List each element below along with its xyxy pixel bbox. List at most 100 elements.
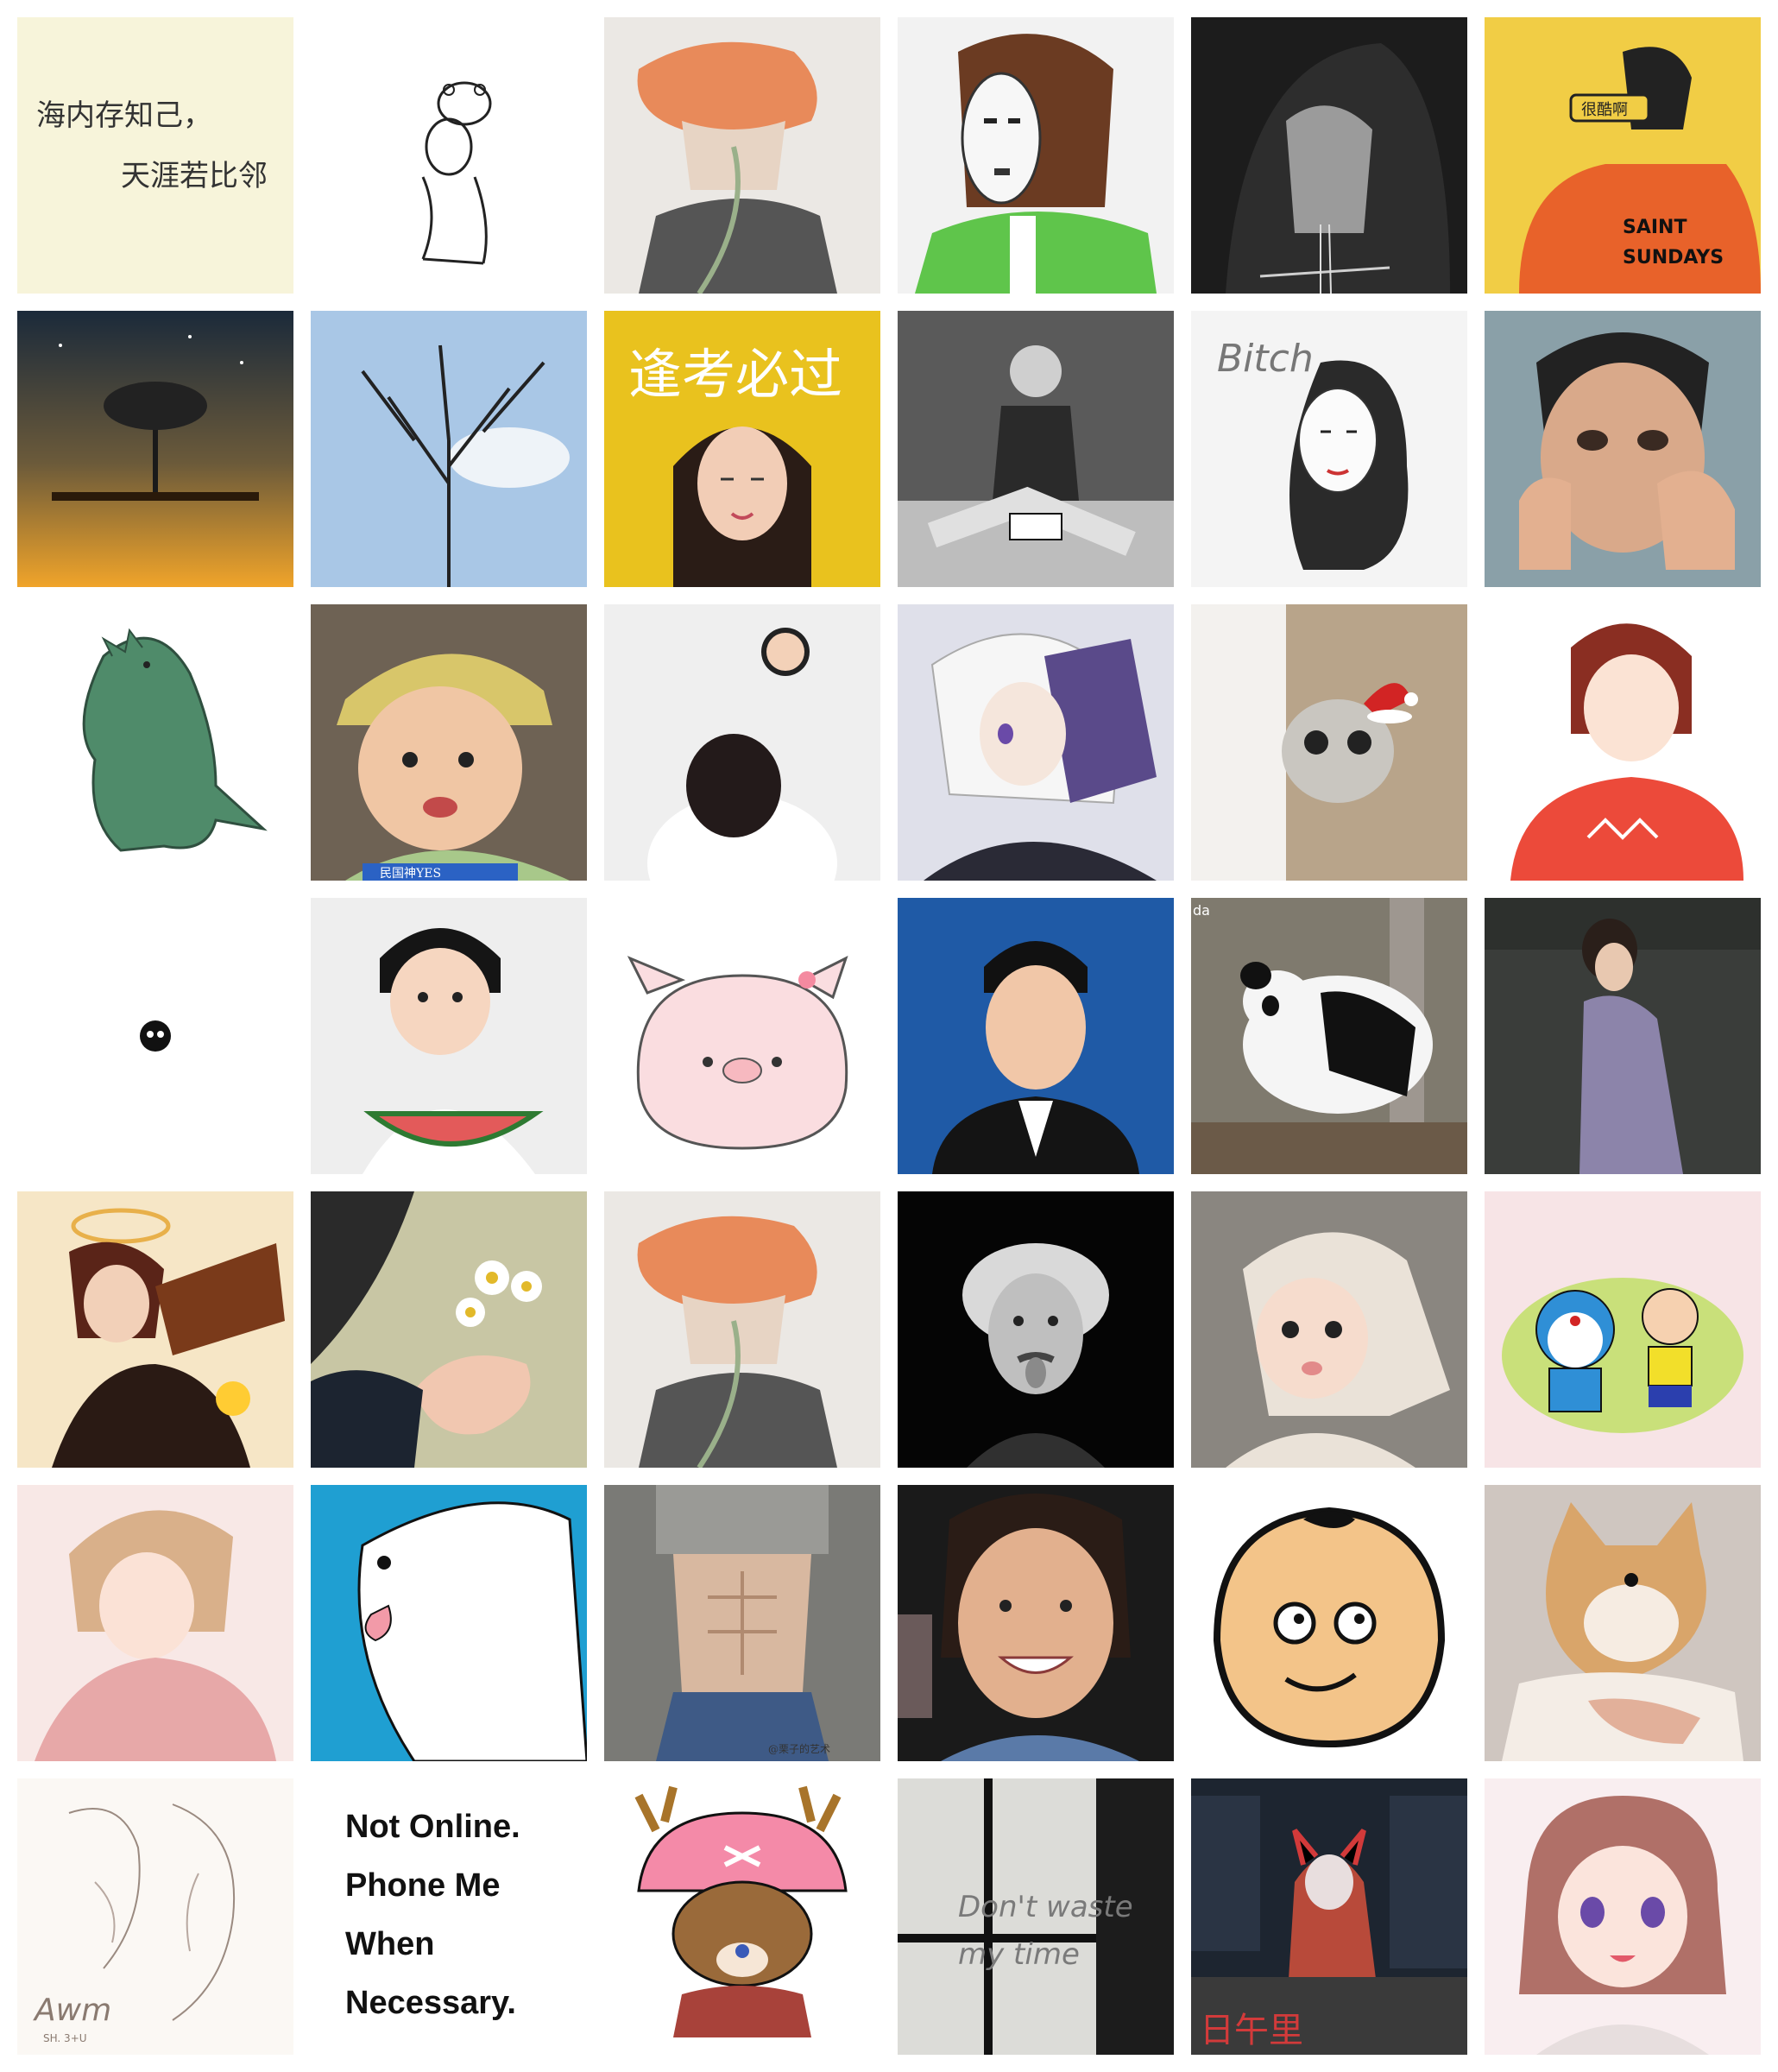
einstein-avatar[interactable] [898, 1191, 1174, 1468]
anime-pastel-boy-image [17, 1485, 293, 1761]
sitting-woman-bw-avatar[interactable] [898, 311, 1174, 587]
child-hands-face-avatar[interactable] [1485, 311, 1761, 587]
handwritten-poem-image: 海内存知己， 天涯若比邻 [17, 17, 293, 294]
not-online-text-image: Not Online. Phone Me When Necessary. [311, 1778, 587, 2055]
anime-pastel-boy-avatar[interactable] [17, 1485, 293, 1761]
anime-halo-fighter-avatar[interactable] [17, 1191, 293, 1468]
watermark-text: @栗子的艺术 [768, 1742, 830, 1755]
not-online-text-avatar[interactable]: Not Online. Phone Me When Necessary. [311, 1778, 587, 2055]
no-face-mask-girl-avatar[interactable] [898, 17, 1174, 294]
panda-cub-image: da [1191, 898, 1467, 1174]
baby-bunny-hat-image [1191, 1191, 1467, 1468]
night-street-image: 日午里 [1191, 1778, 1467, 2055]
window-text-line-2: my time [958, 1937, 1080, 1972]
soot-sprite-image [17, 898, 293, 1174]
shirt-line-2: SUNDAYS [1623, 247, 1724, 268]
man-chalkboard-image [1485, 898, 1761, 1174]
cat-santa-hat-image [1191, 604, 1467, 881]
poem-line-1: 海内存知己， [36, 98, 212, 133]
window-text-avatar[interactable]: Don't waste my time [898, 1778, 1174, 2055]
poem-line-2: 天涯若比邻 [121, 159, 268, 193]
baby-mirror-avatar[interactable] [604, 604, 880, 881]
doraemon-avatar[interactable] [1485, 1191, 1761, 1468]
exam-pass-girl-avatar[interactable]: 逢考必过 [604, 311, 880, 587]
signature-text: Awm [33, 1993, 111, 2028]
saint-sundays-boy-avatar[interactable]: 很酷啊 SAINT SUNDAYS [1485, 17, 1761, 294]
window-text-line-1: Don't waste [958, 1890, 1133, 1924]
polar-bear-tongue-avatar[interactable] [311, 1485, 587, 1761]
sketch-word: Bitch [1217, 337, 1314, 381]
line-drawing-image [311, 17, 587, 294]
panda-cub-avatar[interactable]: da [1191, 898, 1467, 1174]
anime-pink-girl-image [1485, 1778, 1761, 2055]
kid-yellow-cap-avatar[interactable]: 民国神YES [311, 604, 587, 881]
no-face-mask-image [898, 17, 1174, 294]
sitting-woman-image [898, 311, 1174, 587]
exam-banner-text: 逢考必过 [628, 343, 842, 406]
not-online-line-2: Phone Me [345, 1867, 500, 1904]
abs-torso-avatar[interactable]: @栗子的艺术 [604, 1485, 880, 1761]
shirt-line-1: SAINT [1623, 217, 1687, 238]
green-dinosaur-avatar[interactable] [17, 604, 293, 881]
starry-tree-image [17, 311, 293, 587]
polar-bear-image [311, 1485, 587, 1761]
window-text-image: Don't waste my time [898, 1778, 1174, 2055]
man-chalkboard-avatar[interactable] [1485, 898, 1761, 1174]
pink-pig-image [604, 898, 880, 1174]
starry-tree-avatar[interactable] [17, 311, 293, 587]
not-online-line-4: Necessary. [345, 1985, 516, 2021]
child-hands-face-image [1485, 311, 1761, 587]
exam-pass-image: 逢考必过 [604, 311, 880, 587]
pink-pig-avatar[interactable] [604, 898, 880, 1174]
not-online-line-1: Not Online. [345, 1809, 520, 1845]
smiling-girl-avatar[interactable] [898, 1485, 1174, 1761]
kid-watermelon-avatar[interactable] [311, 898, 587, 1174]
bald-cartoon-boy-avatar[interactable] [1191, 1485, 1467, 1761]
chopper-avatar[interactable] [604, 1778, 880, 2055]
anime-halo-fighter-image [17, 1191, 293, 1468]
daisy-hand-avatar[interactable] [311, 1191, 587, 1468]
flower-head-image-2 [604, 1191, 880, 1468]
chopper-image [604, 1778, 880, 2055]
not-online-line-3: When [345, 1926, 434, 1962]
anime-white-hair-image [898, 604, 1174, 881]
snow-white-sketch-avatar[interactable]: Bitch [1191, 311, 1467, 587]
night-street-character-avatar[interactable]: 日午里 [1191, 1778, 1467, 2055]
handwritten-poem-avatar[interactable]: 海内存知己， 天涯若比邻 [17, 17, 293, 294]
flower-head-image [604, 17, 880, 294]
id-photo-image [898, 898, 1174, 1174]
signature-subtext: SH. 3+U [43, 2032, 87, 2044]
flower-head-girl-avatar-2[interactable] [604, 1191, 880, 1468]
cat-santa-hat-avatar[interactable] [1191, 604, 1467, 881]
sketch-couple-avatar[interactable]: Awm SH. 3+U [17, 1778, 293, 2055]
flower-head-girl-avatar[interactable] [604, 17, 880, 294]
baby-bunny-hat-avatar[interactable] [1191, 1191, 1467, 1468]
dark-hood-noodle-avatar[interactable] [1191, 17, 1467, 294]
street-text: 日午里 [1200, 2011, 1303, 2050]
avatar-grid: 海内存知己， 天涯若比邻 [17, 17, 1761, 2055]
shiba-dog-image [1485, 1485, 1761, 1761]
baby-mirror-image [604, 604, 880, 881]
soot-sprite-avatar[interactable] [17, 898, 293, 1174]
kid-yellow-cap-image: 民国神YES [311, 604, 587, 881]
einstein-image [898, 1191, 1174, 1468]
saint-sundays-image: 很酷啊 SAINT SUNDAYS [1485, 17, 1761, 294]
caption-bar: 民国神YES [380, 867, 441, 881]
sketch-couple-image: Awm SH. 3+U [17, 1778, 293, 2055]
anime-red-shirt-boy-avatar[interactable] [1485, 604, 1761, 881]
doraemon-image [1485, 1191, 1761, 1468]
bare-tree-image [311, 311, 587, 587]
anime-pink-girl-avatar[interactable] [1485, 1778, 1761, 2055]
can-label: 很酷啊 [1581, 101, 1628, 119]
shiba-dog-avatar[interactable] [1485, 1485, 1761, 1761]
anime-white-hair-avatar[interactable] [898, 604, 1174, 881]
kid-watermelon-image [311, 898, 587, 1174]
line-drawing-bear-avatar[interactable] [311, 17, 587, 294]
smiling-girl-image [898, 1485, 1174, 1761]
green-dinosaur-image [17, 604, 293, 881]
bare-tree-sky-avatar[interactable] [311, 311, 587, 587]
dark-hood-image [1191, 17, 1467, 294]
bald-cartoon-boy-image [1191, 1485, 1467, 1761]
id-photo-man-avatar[interactable] [898, 898, 1174, 1174]
daisy-hand-image [311, 1191, 587, 1468]
